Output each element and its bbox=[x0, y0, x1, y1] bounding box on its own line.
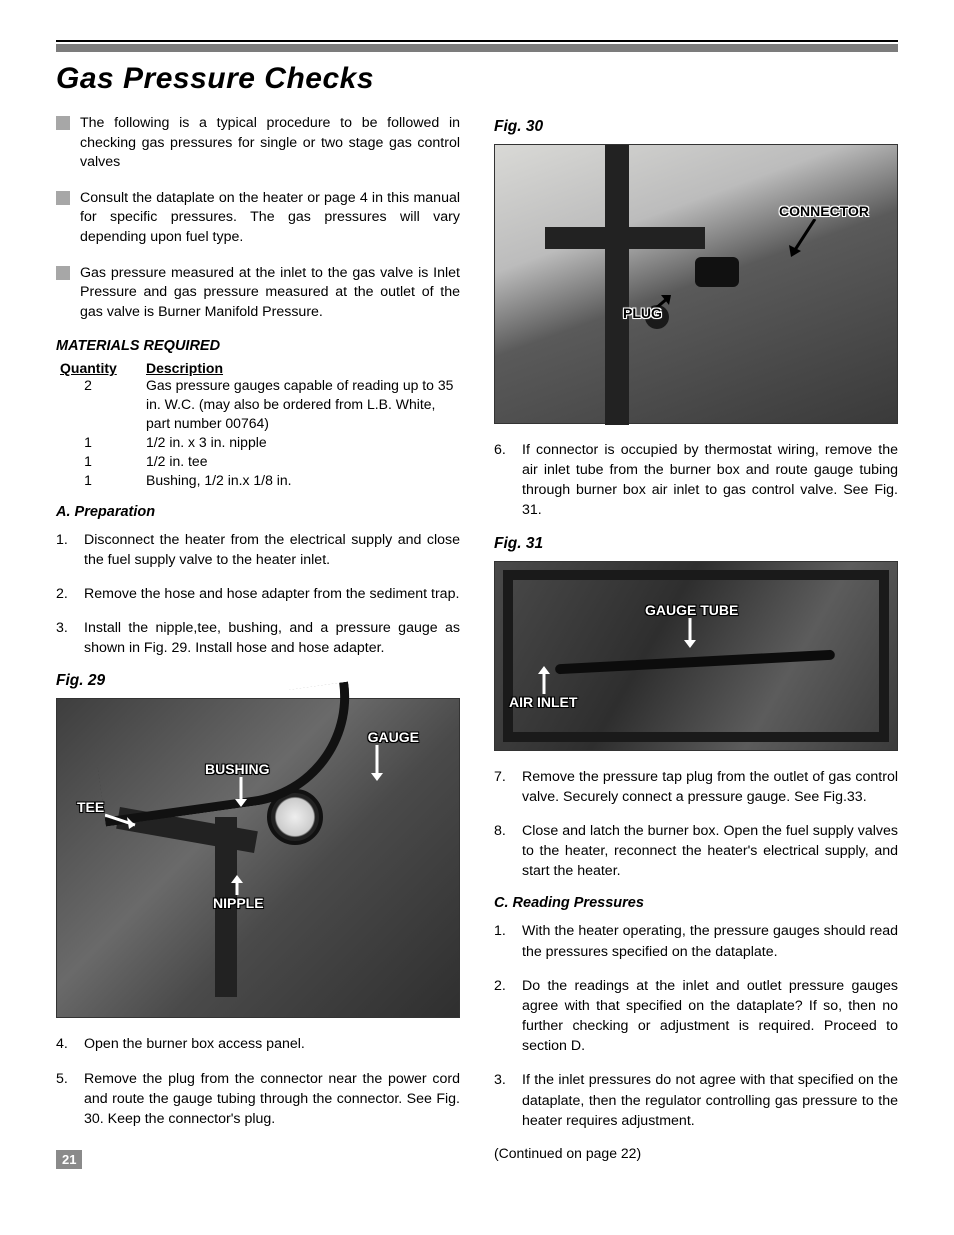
step-num: 8. bbox=[494, 821, 522, 881]
step-text: Disconnect the heater from the electrica… bbox=[84, 530, 460, 570]
materials-row: 11/2 in. tee bbox=[60, 452, 460, 471]
fig31-label: Fig. 31 bbox=[494, 535, 898, 553]
materials-row: 1Bushing, 1/2 in.x 1/8 in. bbox=[60, 471, 460, 490]
arrow-icon bbox=[229, 777, 253, 815]
step-num: 6. bbox=[494, 440, 522, 521]
step-item: 2.Remove the hose and hose adapter from … bbox=[56, 584, 460, 604]
step-item: 1.Disconnect the heater from the electri… bbox=[56, 530, 460, 570]
callout-nipple: NIPPLE bbox=[213, 895, 264, 911]
step-text: Remove the plug from the connector near … bbox=[84, 1069, 460, 1129]
step-num: 2. bbox=[494, 976, 522, 1057]
square-bullet-icon bbox=[56, 266, 70, 280]
connector-shape bbox=[695, 257, 739, 287]
materials-header-row: Quantity Description bbox=[60, 360, 460, 376]
arrow-icon bbox=[227, 875, 247, 895]
step-item: 4.Open the burner box access panel. bbox=[56, 1034, 460, 1054]
step-item: 8.Close and latch the burner box. Open t… bbox=[494, 821, 898, 881]
hose-shape bbox=[91, 682, 364, 827]
steps-after-fig30: 6.If connector is occupied by thermostat… bbox=[494, 440, 898, 521]
callout-connector: CONNECTOR bbox=[779, 203, 869, 219]
left-column: The following is a typical procedure to … bbox=[56, 114, 460, 1161]
step-num: 5. bbox=[56, 1069, 84, 1129]
callout-tee: TEE bbox=[77, 799, 104, 815]
arrow-icon bbox=[105, 811, 145, 831]
arrow-icon bbox=[787, 219, 821, 263]
step-text: Close and latch the burner box. Open the… bbox=[522, 821, 898, 881]
step-text: Remove the hose and hose adapter from th… bbox=[84, 584, 459, 604]
col-desc: Description bbox=[146, 360, 223, 376]
continued-note: (Continued on page 22) bbox=[494, 1145, 898, 1161]
materials-row: 2Gas pressure gauges capable of reading … bbox=[60, 376, 460, 433]
callout-bushing: BUSHING bbox=[205, 761, 270, 777]
arrow-icon bbox=[535, 666, 553, 694]
intro-text: Gas pressure measured at the inlet to th… bbox=[80, 264, 460, 323]
pipe-shape bbox=[545, 227, 705, 249]
mat-qty: 2 bbox=[60, 376, 146, 433]
arrow-icon bbox=[680, 618, 700, 654]
step-item: 2.Do the readings at the inlet and outle… bbox=[494, 976, 898, 1057]
callout-plug: PLUG bbox=[623, 305, 662, 321]
step-num: 7. bbox=[494, 767, 522, 807]
step-item: 5.Remove the plug from the connector nea… bbox=[56, 1069, 460, 1129]
intro-item: Consult the dataplate on the heater or p… bbox=[56, 189, 460, 248]
step-text: Open the burner box access panel. bbox=[84, 1034, 305, 1054]
section-a-head: A. Preparation bbox=[56, 504, 460, 520]
step-item: 1.With the heater operating, the pressur… bbox=[494, 921, 898, 961]
materials-table: Quantity Description 2Gas pressure gauge… bbox=[60, 360, 460, 489]
callout-gauge: GAUGE bbox=[368, 729, 419, 745]
callout-gauge-tube: GAUGE TUBE bbox=[645, 602, 738, 618]
materials-row: 11/2 in. x 3 in. nipple bbox=[60, 433, 460, 452]
intro-text: Consult the dataplate on the heater or p… bbox=[80, 189, 460, 248]
step-text: Do the readings at the inlet and outlet … bbox=[522, 976, 898, 1057]
step-item: 6.If connector is occupied by thermostat… bbox=[494, 440, 898, 521]
mat-desc: Bushing, 1/2 in.x 1/8 in. bbox=[146, 471, 460, 490]
mat-qty: 1 bbox=[60, 452, 146, 471]
figure-30: CONNECTOR PLUG bbox=[494, 144, 898, 424]
mat-qty: 1 bbox=[60, 433, 146, 452]
square-bullet-icon bbox=[56, 116, 70, 130]
top-rule bbox=[56, 40, 898, 52]
intro-item: Gas pressure measured at the inlet to th… bbox=[56, 264, 460, 323]
step-text: Install the nipple,tee, bushing, and a p… bbox=[84, 618, 460, 658]
mat-desc: Gas pressure gauges capable of reading u… bbox=[146, 376, 460, 433]
section-c-steps: 1.With the heater operating, the pressur… bbox=[494, 921, 898, 1130]
right-column: Fig. 30 CONNECTOR PLUG 6.If connector is… bbox=[494, 114, 898, 1161]
step-text: If the inlet pressures do not agree with… bbox=[522, 1070, 898, 1130]
fig30-label: Fig. 30 bbox=[494, 118, 898, 136]
page-title: Gas Pressure Checks bbox=[56, 62, 898, 96]
col-qty: Quantity bbox=[60, 360, 146, 376]
page-number: 21 bbox=[56, 1150, 82, 1169]
step-item: 3.Install the nipple,tee, bushing, and a… bbox=[56, 618, 460, 658]
step-num: 4. bbox=[56, 1034, 84, 1054]
pipe-shape bbox=[605, 145, 629, 425]
figure-31: GAUGE TUBE AIR INLET bbox=[494, 561, 898, 751]
figure-29: TEE BUSHING GAUGE NIPPLE bbox=[56, 698, 460, 1018]
square-bullet-icon bbox=[56, 191, 70, 205]
fig29-label: Fig. 29 bbox=[56, 672, 460, 690]
steps-after-fig31: 7.Remove the pressure tap plug from the … bbox=[494, 767, 898, 882]
step-text: If connector is occupied by thermostat w… bbox=[522, 440, 898, 521]
callout-air-inlet: AIR INLET bbox=[509, 694, 577, 710]
mat-desc: 1/2 in. x 3 in. nipple bbox=[146, 433, 460, 452]
section-c-head: C. Reading Pressures bbox=[494, 895, 898, 911]
section-a-steps-cont: 4.Open the burner box access panel. 5.Re… bbox=[56, 1034, 460, 1129]
mat-qty: 1 bbox=[60, 471, 146, 490]
step-text: With the heater operating, the pressure … bbox=[522, 921, 898, 961]
intro-list: The following is a typical procedure to … bbox=[56, 114, 460, 322]
arrow-icon bbox=[365, 745, 389, 789]
step-num: 2. bbox=[56, 584, 84, 604]
intro-text: The following is a typical procedure to … bbox=[80, 114, 460, 173]
step-num: 3. bbox=[56, 618, 84, 658]
intro-item: The following is a typical procedure to … bbox=[56, 114, 460, 173]
step-num: 1. bbox=[494, 921, 522, 961]
step-num: 3. bbox=[494, 1070, 522, 1130]
mat-desc: 1/2 in. tee bbox=[146, 452, 460, 471]
step-num: 1. bbox=[56, 530, 84, 570]
section-a-steps: 1.Disconnect the heater from the electri… bbox=[56, 530, 460, 659]
step-item: 7.Remove the pressure tap plug from the … bbox=[494, 767, 898, 807]
step-item: 3.If the inlet pressures do not agree wi… bbox=[494, 1070, 898, 1130]
step-text: Remove the pressure tap plug from the ou… bbox=[522, 767, 898, 807]
materials-heading: MATERIALS REQUIRED bbox=[56, 338, 460, 354]
